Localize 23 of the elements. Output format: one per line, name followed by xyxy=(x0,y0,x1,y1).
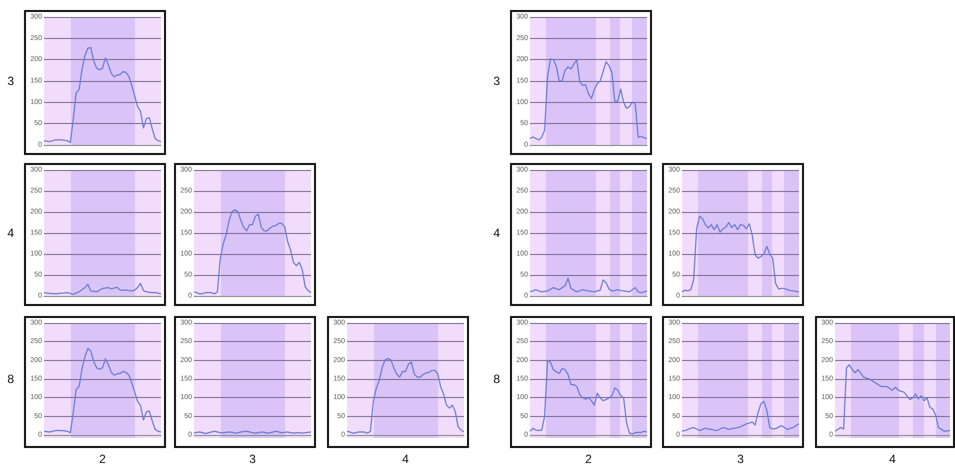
line-series xyxy=(43,47,162,144)
x-axis-title: 2 xyxy=(585,452,592,466)
line-series xyxy=(346,358,465,434)
x-axis-title: 4 xyxy=(889,452,896,466)
y-axis-title: 3 xyxy=(7,74,14,88)
x-axis-title: 3 xyxy=(737,452,744,466)
x-axis-title: 4 xyxy=(402,452,410,466)
y-axis-title: 8 xyxy=(493,372,500,386)
x-axis-title: 2 xyxy=(99,452,106,466)
x-axis-title: 3 xyxy=(249,452,256,466)
y-axis-title: 8 xyxy=(7,372,14,386)
line-series xyxy=(529,58,648,140)
line-series xyxy=(529,278,648,294)
y-axis-title: 4 xyxy=(7,226,14,240)
line-series xyxy=(529,360,648,434)
line-series xyxy=(681,216,800,292)
y-axis-title: 3 xyxy=(493,74,500,88)
line-series xyxy=(43,348,162,434)
line-series xyxy=(834,364,951,432)
y-axis-title: 4 xyxy=(493,226,500,240)
line-series xyxy=(193,209,312,294)
line-series xyxy=(43,282,162,295)
line-series xyxy=(681,400,800,432)
